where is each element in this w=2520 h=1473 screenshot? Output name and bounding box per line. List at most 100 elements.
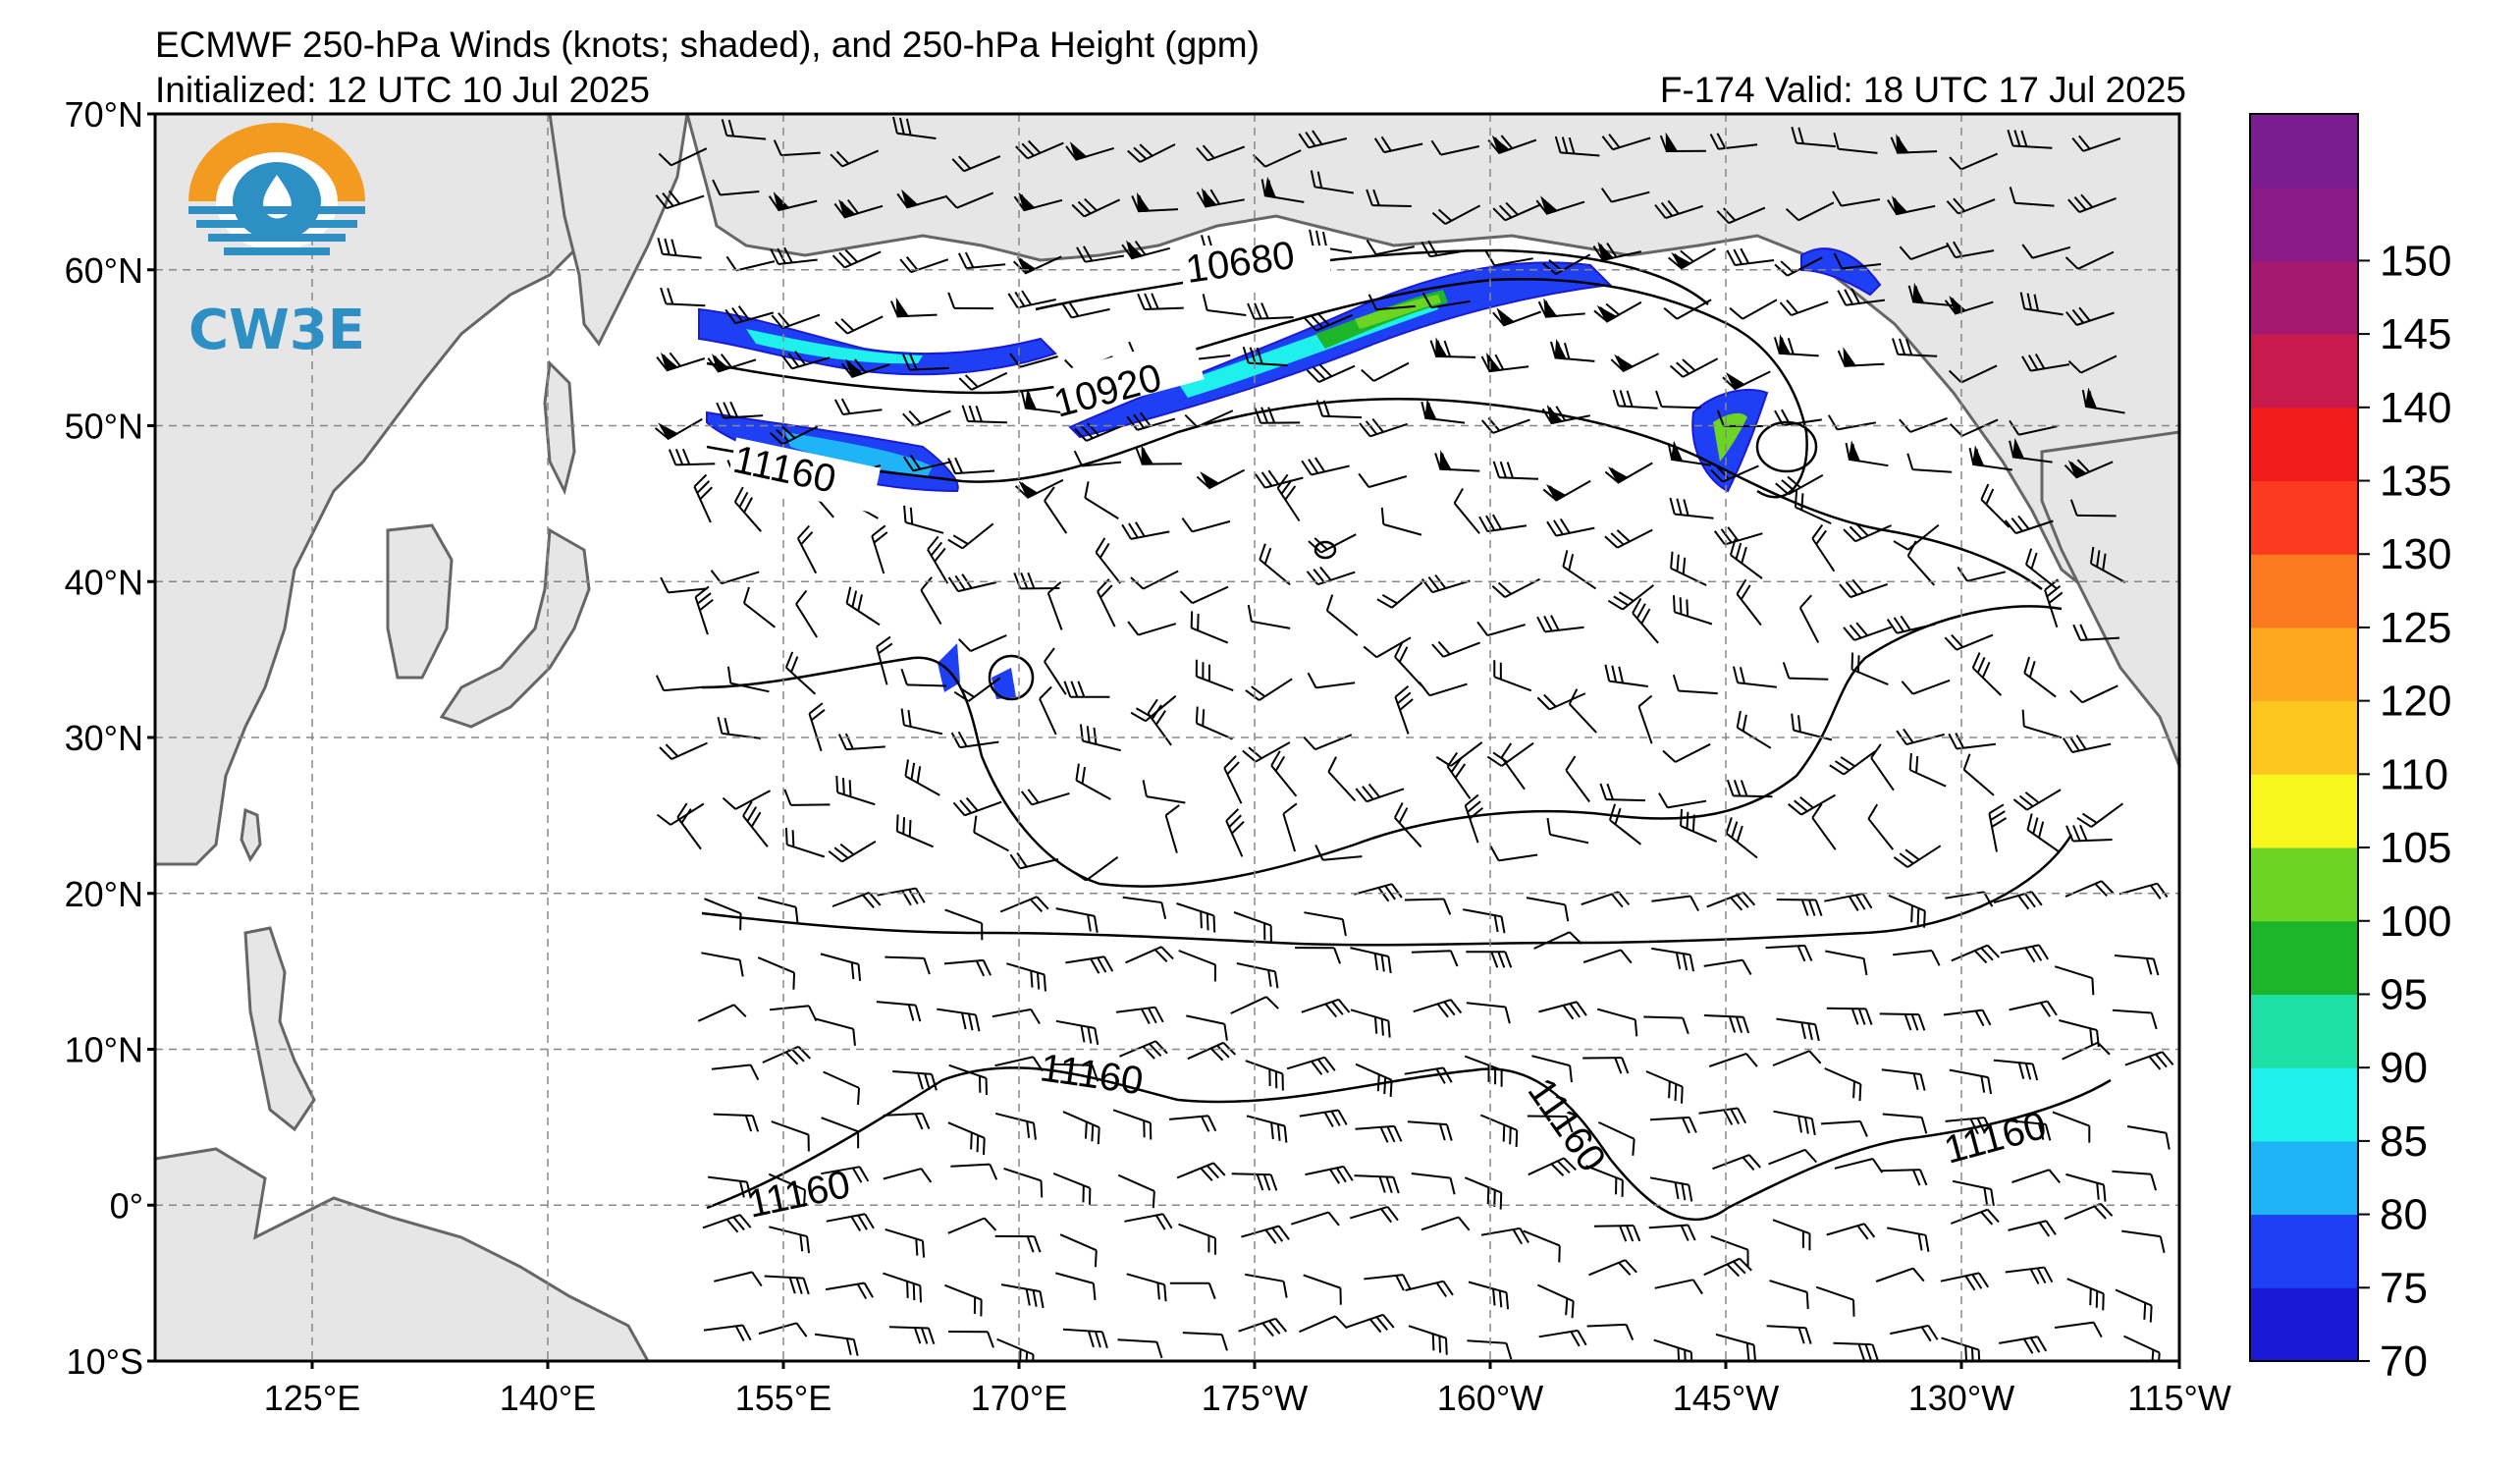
wind-barb bbox=[1776, 1017, 1820, 1042]
wind-barb bbox=[1131, 191, 1179, 213]
contour-10920 bbox=[706, 278, 1808, 499]
wind-barb bbox=[659, 741, 708, 760]
wind-barb bbox=[1815, 1285, 1855, 1317]
wind-barb bbox=[1367, 294, 1416, 311]
wind-barb bbox=[1112, 1109, 1153, 1140]
wind-barb bbox=[1706, 892, 1756, 911]
wind-barb bbox=[1071, 855, 1119, 882]
cw3e-logo: CW3E bbox=[188, 123, 365, 362]
wind-barb bbox=[1946, 197, 1996, 215]
wind-barb bbox=[947, 522, 994, 550]
wind-barb bbox=[883, 1112, 931, 1130]
wind-barb bbox=[1084, 481, 1119, 519]
wind-barb bbox=[821, 1117, 860, 1149]
wind-barb bbox=[1765, 944, 1813, 962]
wind-barb bbox=[1791, 126, 1836, 148]
wind-barb bbox=[1600, 188, 1650, 203]
wind-barb bbox=[2005, 1266, 2054, 1284]
lat-label: 70°N bbox=[65, 94, 143, 135]
wind-barb bbox=[1464, 793, 1484, 844]
wind-barb bbox=[1355, 1124, 1403, 1143]
wind-barb bbox=[2019, 292, 2064, 316]
jet-small-2 bbox=[992, 668, 1016, 699]
wind-barb bbox=[1604, 528, 1653, 549]
wind-barb bbox=[1480, 1227, 1529, 1245]
wind-barb bbox=[658, 147, 708, 167]
wind-barb bbox=[1366, 240, 1415, 256]
wind-barb bbox=[1020, 789, 1070, 806]
wind-barb bbox=[1637, 694, 1653, 744]
wind-barb bbox=[2012, 789, 2062, 811]
wind-barb bbox=[1824, 1067, 1862, 1102]
wind-barb bbox=[654, 417, 703, 441]
wind-barb bbox=[1055, 907, 1099, 933]
wind-barb bbox=[840, 358, 890, 378]
contour-label-bg-1 bbox=[1183, 246, 1330, 291]
wind-barb bbox=[2126, 1125, 2171, 1150]
contour-small-1 bbox=[988, 654, 1035, 701]
wind-barb bbox=[1980, 483, 2011, 528]
wind-barb bbox=[1373, 136, 1423, 154]
jet-core-west-inner bbox=[746, 329, 923, 364]
wind-barb bbox=[1887, 1227, 1930, 1252]
wind-barb bbox=[1404, 1066, 1453, 1084]
wind-barb bbox=[1550, 338, 1595, 362]
wind-barb bbox=[708, 1175, 752, 1199]
wind-barb bbox=[2066, 1278, 2105, 1311]
wind-barb bbox=[833, 398, 883, 416]
wind-barb bbox=[885, 955, 931, 975]
colorbar-label: 135 bbox=[2380, 458, 2451, 506]
contour-label-bg-2 bbox=[1049, 335, 1205, 418]
land-maritime-continent bbox=[155, 1147, 650, 1361]
wind-barb bbox=[1195, 706, 1233, 740]
wind-barb bbox=[769, 425, 819, 446]
wind-barb bbox=[2026, 813, 2061, 853]
wind-barb bbox=[1299, 1109, 1348, 1128]
colorbar bbox=[2249, 113, 2359, 1362]
wind-barb bbox=[947, 292, 994, 310]
colorbar-frame bbox=[2249, 113, 2359, 1362]
wind-barb bbox=[1726, 779, 1773, 798]
wind-barb bbox=[1943, 1009, 1992, 1027]
wind-barb bbox=[1538, 1001, 1587, 1020]
wind-barb bbox=[1832, 191, 1881, 207]
wind-barb bbox=[712, 179, 760, 196]
wind-barb bbox=[1500, 742, 1526, 791]
wind-barb bbox=[1949, 418, 1999, 437]
wind-barb bbox=[895, 814, 934, 848]
wind-barb bbox=[2009, 437, 2053, 464]
wind-barb bbox=[707, 353, 757, 373]
wind-barb bbox=[1568, 688, 1597, 734]
wind-barb bbox=[1659, 132, 1706, 153]
wind-barb bbox=[1645, 1070, 1684, 1104]
wind-barb bbox=[1095, 537, 1121, 584]
wind-barb bbox=[2054, 1321, 2103, 1338]
wind-barb bbox=[2112, 1009, 2158, 1030]
wind-barb bbox=[1230, 996, 1279, 1014]
wind-barb bbox=[1782, 662, 1829, 681]
wind-barb bbox=[2076, 802, 2123, 828]
wind-barb bbox=[1546, 817, 1589, 845]
wind-barb bbox=[1307, 672, 1356, 689]
wind-barb bbox=[1196, 144, 1246, 162]
wind-barb bbox=[871, 524, 888, 574]
wind-barb bbox=[1411, 1173, 1456, 1195]
wind-barb bbox=[1654, 1279, 1703, 1295]
wind-barb bbox=[1582, 1057, 1630, 1074]
wind-barb bbox=[2123, 1335, 2161, 1361]
colorbar-label: 70 bbox=[2380, 1337, 2428, 1386]
wind-barb bbox=[1612, 389, 1658, 409]
wind-barb bbox=[1951, 944, 2001, 964]
wind-barb bbox=[1181, 518, 1231, 533]
wind-barb bbox=[1489, 845, 1538, 862]
wind-barb bbox=[2067, 355, 2118, 374]
wind-barb bbox=[1712, 1154, 1761, 1172]
wind-barb bbox=[1247, 604, 1291, 629]
wind-barb bbox=[1537, 298, 1585, 318]
wind-barb bbox=[1829, 750, 1876, 776]
wind-barb bbox=[1588, 1259, 1637, 1277]
lat-label: 60°N bbox=[65, 250, 143, 291]
wind-barb bbox=[2009, 1000, 2058, 1017]
lat-label: 30°N bbox=[65, 718, 143, 758]
wind-barb bbox=[1833, 252, 1882, 270]
